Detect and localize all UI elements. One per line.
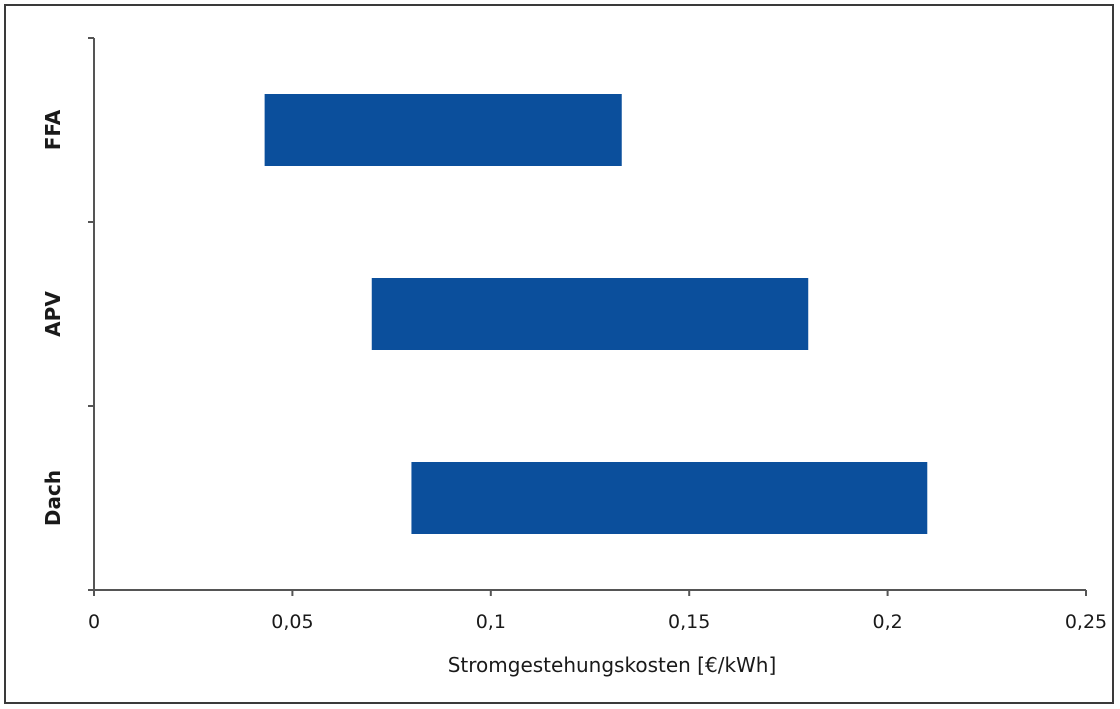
ticks-layer bbox=[88, 37, 1087, 596]
category-label-ffa: FFA bbox=[41, 109, 65, 150]
range-bar-ffa bbox=[264, 94, 622, 166]
x-tick-label: 0,15 bbox=[668, 611, 710, 633]
x-tick-label: 0,05 bbox=[271, 611, 313, 633]
chart-frame: 0 0,05 0,1 0,15 0,2 0,25 FFA APV Dach Stromgeste… bbox=[4, 4, 1114, 704]
x-tick-label: 0,2 bbox=[872, 611, 902, 633]
x-tick-label: 0,1 bbox=[476, 611, 506, 633]
x-tick-label: 0 bbox=[88, 611, 100, 633]
category-label-dach: Dach bbox=[41, 470, 65, 526]
range-bar-chart: 0 0,05 0,1 0,15 0,2 0,25 FFA APV Dach Stromgeste… bbox=[41, 37, 1107, 677]
x-tick-label: 0,25 bbox=[1065, 611, 1107, 633]
axes-layer bbox=[93, 38, 1086, 591]
range-bar-dach bbox=[411, 462, 928, 534]
category-label-apv: APV bbox=[41, 291, 65, 337]
bars-layer bbox=[264, 94, 928, 534]
x-axis-title: Stromgestehungskosten [€/kWh] bbox=[448, 653, 777, 677]
range-bar-apv bbox=[371, 278, 809, 350]
labels-layer: 0 0,05 0,1 0,15 0,2 0,25 FFA APV Dach bbox=[41, 109, 1107, 633]
